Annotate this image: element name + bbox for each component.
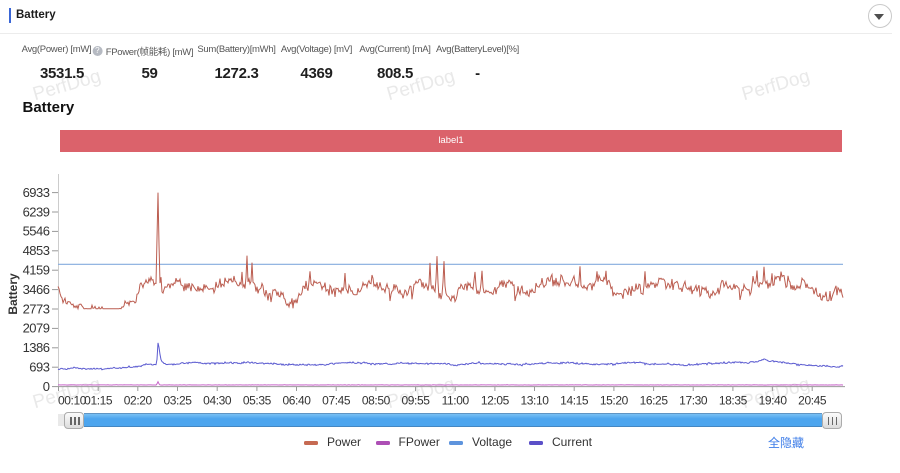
svg-text:4853: 4853 [23, 243, 50, 258]
svg-text:07:45: 07:45 [322, 394, 351, 408]
svg-text:05:35: 05:35 [243, 394, 272, 408]
svg-text:13:10: 13:10 [520, 394, 549, 408]
svg-text:16:25: 16:25 [640, 394, 669, 408]
svg-text:693: 693 [29, 360, 49, 375]
svg-text:17:30: 17:30 [679, 394, 708, 408]
svg-text:03:25: 03:25 [163, 394, 192, 408]
svg-text:0: 0 [43, 379, 50, 394]
svg-text:08:50: 08:50 [362, 394, 391, 408]
svg-text:15:20: 15:20 [600, 394, 629, 408]
svg-text:Battery: Battery [6, 273, 20, 315]
svg-text:00:10: 00:10 [58, 394, 87, 408]
svg-text:2773: 2773 [23, 301, 50, 316]
svg-text:01:15: 01:15 [84, 394, 113, 408]
svg-text:2079: 2079 [23, 321, 50, 336]
svg-text:4159: 4159 [23, 263, 50, 278]
svg-text:20:45: 20:45 [798, 394, 827, 408]
svg-text:04:30: 04:30 [203, 394, 232, 408]
svg-text:02:20: 02:20 [124, 394, 153, 408]
svg-text:06:40: 06:40 [282, 394, 311, 408]
svg-text:19:40: 19:40 [759, 394, 788, 408]
svg-text:12:05: 12:05 [481, 394, 510, 408]
svg-text:18:35: 18:35 [719, 394, 748, 408]
svg-text:6239: 6239 [23, 204, 50, 219]
svg-text:3466: 3466 [23, 282, 50, 297]
svg-text:09:55: 09:55 [401, 394, 430, 408]
svg-text:14:15: 14:15 [560, 394, 589, 408]
svg-text:11:00: 11:00 [442, 394, 470, 408]
svg-text:6933: 6933 [23, 185, 50, 200]
svg-text:5546: 5546 [23, 224, 50, 239]
svg-text:1386: 1386 [23, 340, 50, 355]
